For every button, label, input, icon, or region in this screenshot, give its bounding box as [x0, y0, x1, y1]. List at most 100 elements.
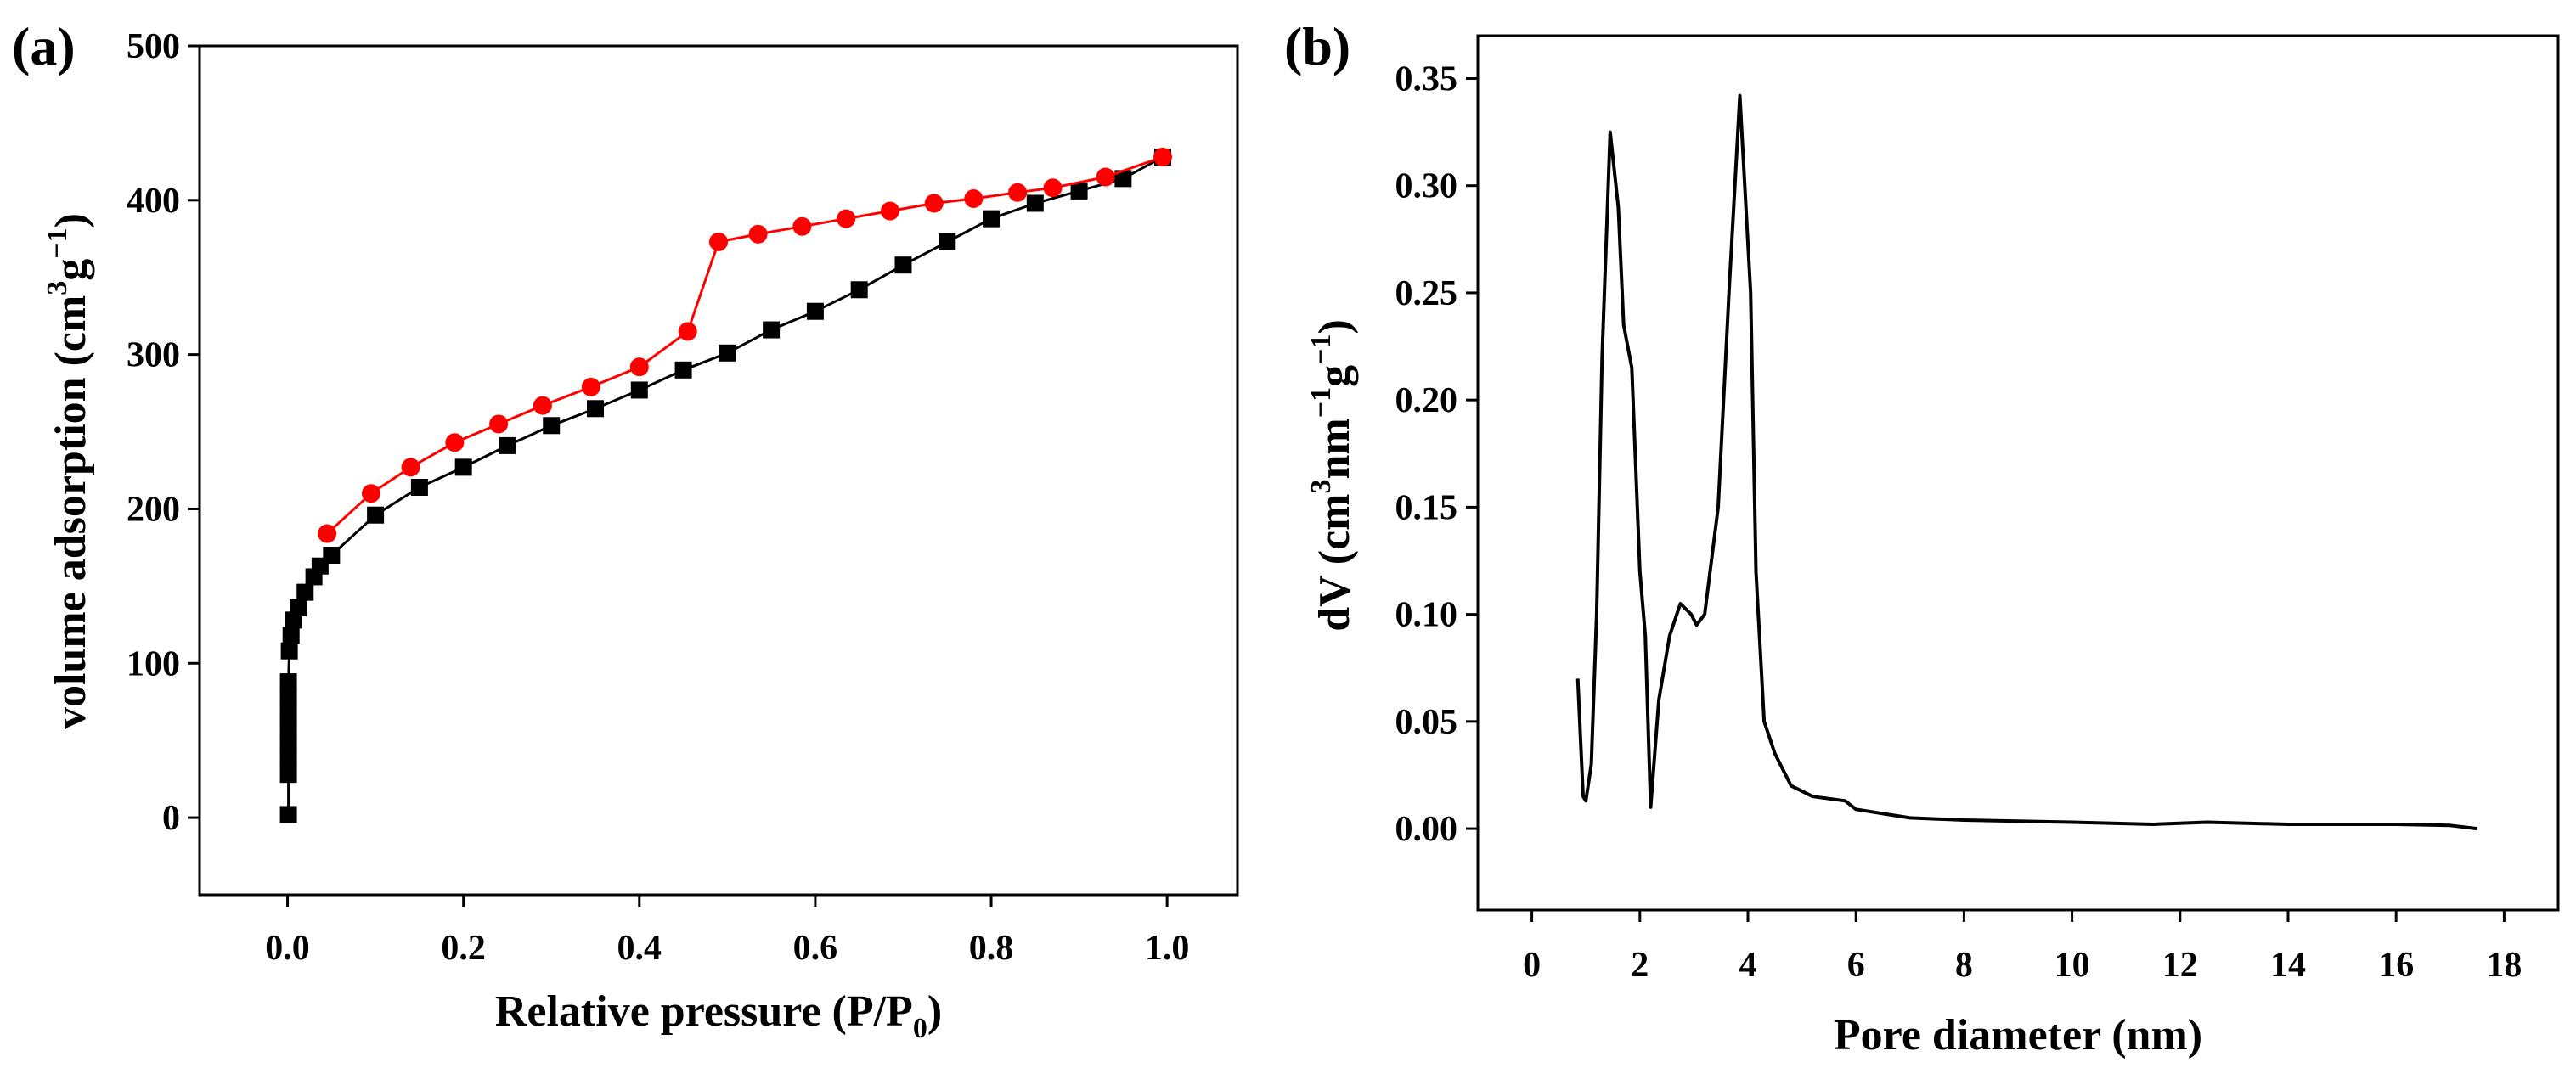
- x-tick-label: 8: [1955, 946, 1973, 985]
- panel-a-isotherm-chart: (a) 0.0 0.2 0.4 0.6 0.8 1.0 0100200300400500 …: [12, 16, 1239, 1044]
- panel-b-y-axis-title: dV (cm3nm−1g−1): [1305, 319, 1359, 632]
- x-tick-label: 0: [1523, 946, 1541, 985]
- data-point-circle: [1096, 167, 1115, 187]
- x-tick-label: 0.6: [793, 929, 838, 968]
- data-point-square: [587, 400, 605, 418]
- y-tick-label: 400: [127, 182, 180, 221]
- panel-a-label: (a): [12, 16, 76, 76]
- x-tick-label: 10: [2055, 946, 2090, 985]
- panel-b-x-axis-title: Pore diameter (nm): [1834, 1011, 2202, 1060]
- data-point-circle: [1043, 178, 1063, 198]
- data-point-square: [1114, 170, 1132, 188]
- series-line-2: [326, 155, 1164, 535]
- y-tick-label: 0.35: [1395, 59, 1458, 98]
- y-tick-label: 0.20: [1395, 381, 1458, 420]
- panel-b-plot-frame: [1476, 34, 2560, 912]
- panel-b-x-tick-labels: 0 2 4 6 8 10 12 14 16 18: [1523, 946, 2522, 985]
- data-point-circle: [401, 458, 420, 477]
- x-tick-label: 12: [2162, 946, 2198, 985]
- panel-a-x-axis-title: Relative pressure (P/P0): [495, 987, 942, 1044]
- y-tick-label: 0: [162, 799, 180, 838]
- y-tick-label: 0.25: [1395, 274, 1458, 313]
- series-line-1: [1575, 93, 2477, 831]
- data-point-square: [279, 734, 297, 752]
- data-point-square: [1026, 194, 1044, 212]
- data-point-circle: [880, 201, 899, 221]
- panel-a-y-axis-title: volume adsorption (cm3g−1): [42, 213, 95, 729]
- panel-a-y-tick-labels: 0 100 200 300 400 500: [127, 27, 180, 838]
- panel-a-series: [279, 147, 1172, 823]
- data-point-square: [719, 344, 736, 362]
- data-point-square: [499, 436, 516, 454]
- panel-b-series: [1575, 93, 2477, 831]
- data-point-circle: [837, 209, 856, 228]
- data-point-square: [1070, 182, 1088, 200]
- data-point-square: [850, 281, 868, 299]
- panel-a-x-tick-labels: 0.0 0.2 0.4 0.6 0.8 1.0: [265, 929, 1189, 968]
- data-point-square: [296, 583, 314, 601]
- x-tick-label: 1.0: [1145, 929, 1190, 968]
- data-point-square: [282, 627, 300, 644]
- data-point-square: [279, 673, 297, 691]
- data-point-circle: [445, 433, 465, 452]
- y-tick-label: 0.30: [1395, 167, 1458, 206]
- data-point-circle: [748, 224, 768, 244]
- data-point-circle: [678, 322, 697, 341]
- x-tick-label: 2: [1631, 946, 1649, 985]
- data-point-square: [983, 210, 1001, 228]
- data-point-square: [367, 506, 385, 524]
- x-tick-label: 4: [1739, 946, 1757, 985]
- data-point-circle: [581, 377, 600, 396]
- y-tick-label: 100: [127, 644, 180, 683]
- data-point-square: [630, 381, 648, 399]
- x-tick-label: 14: [2270, 946, 2306, 985]
- y-tick-label: 500: [127, 27, 180, 66]
- data-point-circle: [709, 232, 728, 251]
- panel-b-ticks: [1466, 76, 2506, 922]
- data-point-circle: [1153, 147, 1172, 166]
- y-tick-label: 300: [127, 336, 180, 375]
- y-tick-label: 0.05: [1395, 703, 1458, 742]
- data-point-square: [454, 458, 472, 476]
- data-point-square: [939, 233, 956, 250]
- data-point-circle: [1008, 183, 1028, 202]
- data-point-circle: [964, 189, 984, 208]
- panel-a-ticks: [188, 44, 1169, 907]
- data-point-circle: [533, 396, 552, 415]
- data-point-square: [279, 806, 297, 823]
- data-point-circle: [489, 414, 509, 434]
- y-tick-label: 0.10: [1395, 596, 1458, 635]
- data-point-square: [279, 689, 297, 706]
- data-point-square: [543, 417, 561, 435]
- data-point-square: [279, 766, 297, 784]
- data-point-square: [279, 750, 297, 767]
- x-tick-label: 6: [1847, 946, 1865, 985]
- data-point-square: [279, 719, 297, 737]
- data-point-square: [323, 547, 341, 564]
- x-tick-label: 16: [2378, 946, 2414, 985]
- data-point-square: [763, 321, 781, 339]
- x-tick-label: 0.4: [617, 929, 662, 968]
- panel-b-pore-distribution-chart: (b) 0 2 4 6 8 10 12 14 16 18 0.00 0.05 0.10 0.15 0.20…: [1284, 16, 2560, 1060]
- data-point-square: [289, 599, 307, 616]
- data-point-square: [279, 704, 297, 722]
- panel-b-y-tick-labels: 0.00 0.05 0.10 0.15 0.20 0.25 0.30 0.35: [1395, 59, 1458, 849]
- panel-a-plot-frame: [198, 44, 1239, 897]
- data-point-square: [280, 642, 298, 660]
- data-point-circle: [629, 357, 649, 377]
- panel-b-label: (b): [1284, 16, 1350, 76]
- data-point-square: [894, 256, 912, 274]
- data-point-circle: [924, 194, 944, 213]
- data-point-square: [806, 302, 824, 320]
- x-tick-label: 18: [2486, 946, 2522, 985]
- data-point-square: [410, 479, 428, 496]
- y-tick-label: 0.15: [1395, 488, 1458, 527]
- y-tick-label: 200: [127, 490, 180, 529]
- data-point-circle: [792, 216, 812, 236]
- data-point-square: [674, 361, 692, 379]
- x-tick-label: 0.8: [969, 929, 1014, 968]
- data-point-circle: [318, 524, 337, 543]
- x-tick-label: 0.2: [441, 929, 486, 968]
- x-tick-label: 0.0: [265, 929, 310, 968]
